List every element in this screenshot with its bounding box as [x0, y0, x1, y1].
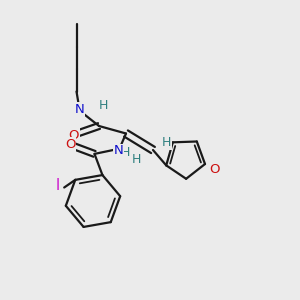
Text: O: O: [68, 129, 79, 142]
Text: H: H: [121, 146, 130, 159]
Text: H: H: [132, 153, 141, 166]
Text: I: I: [56, 178, 60, 194]
Text: N: N: [114, 144, 123, 158]
Text: H: H: [162, 136, 171, 149]
Text: H: H: [99, 99, 108, 112]
Text: O: O: [65, 138, 76, 151]
Text: N: N: [75, 103, 84, 116]
Text: O: O: [209, 163, 220, 176]
